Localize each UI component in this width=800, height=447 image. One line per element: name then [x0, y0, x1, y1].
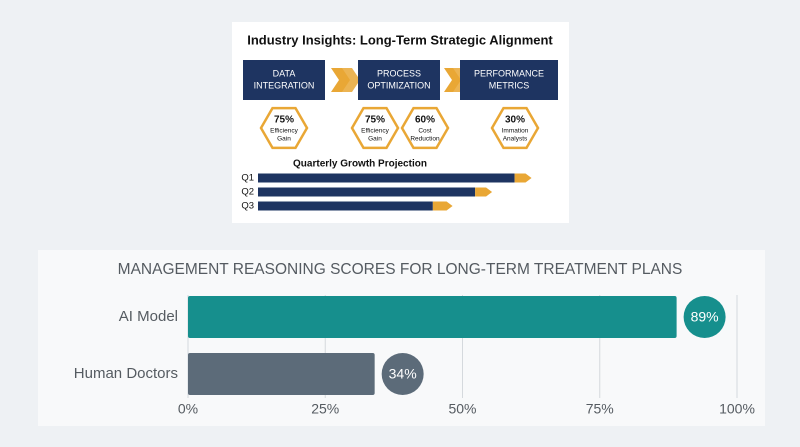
bar-segment	[258, 187, 476, 197]
badge	[350, 106, 400, 150]
y-tick-label: Q1	[241, 173, 254, 184]
step-box	[358, 60, 440, 100]
x-tick-label: 25%	[311, 401, 339, 417]
value-label: 34%	[389, 366, 417, 382]
badge-label: Cost	[418, 128, 432, 135]
badge	[400, 106, 450, 150]
infographic-title: Industry Insights: Long-Term Strategic A…	[247, 32, 553, 47]
value-badge	[381, 353, 424, 395]
y-tick-label: Human Doctors	[74, 365, 178, 382]
step-label: OPTIMIZATION	[367, 80, 430, 90]
step-label: PERFORMANCE	[474, 68, 544, 78]
x-tick-label: 0%	[178, 401, 198, 417]
bar	[188, 296, 677, 338]
chevron	[341, 68, 360, 92]
badge-value: 30%	[505, 115, 525, 126]
bar	[188, 353, 375, 395]
y-tick-label: Q2	[241, 187, 254, 198]
y-tick-label: AI Model	[119, 308, 178, 325]
step-label: DATA	[273, 68, 296, 78]
step-label: METRICS	[489, 80, 530, 90]
badge-label: Gain	[368, 136, 382, 143]
step-box	[243, 60, 325, 100]
bar-segment	[258, 173, 515, 183]
badge-label: Analysts	[503, 136, 528, 143]
badge-value: 75%	[274, 115, 294, 126]
sub-chart-title: Quarterly Growth Projection	[293, 159, 427, 170]
step-label: INTEGRATION	[254, 80, 315, 90]
bar-segment	[432, 201, 453, 211]
badge-value: 60%	[415, 115, 435, 126]
x-tick-label: 100%	[719, 401, 755, 417]
y-tick-label: Q3	[241, 201, 254, 212]
badge	[259, 106, 309, 150]
badge	[490, 106, 540, 150]
badge-label: Reduction	[410, 136, 440, 143]
bar-segment	[514, 173, 532, 183]
value-badge	[683, 296, 726, 338]
badge-value: 75%	[365, 115, 385, 126]
badge-label: Gain	[277, 136, 291, 143]
x-tick-label: 75%	[586, 401, 614, 417]
badge-label: Efficiency	[270, 128, 298, 135]
value-label: 89%	[691, 309, 719, 325]
badge-label: Efficiency	[361, 128, 389, 135]
x-tick-label: 50%	[448, 401, 476, 417]
chart-title: MANAGEMENT REASONING SCORES FOR LONG-TER…	[118, 261, 683, 278]
step-box	[460, 60, 558, 100]
bar-segment	[475, 187, 493, 197]
bar-segment	[258, 201, 433, 211]
step-label: PROCESS	[377, 68, 421, 78]
badge-label: Immation	[502, 128, 529, 135]
